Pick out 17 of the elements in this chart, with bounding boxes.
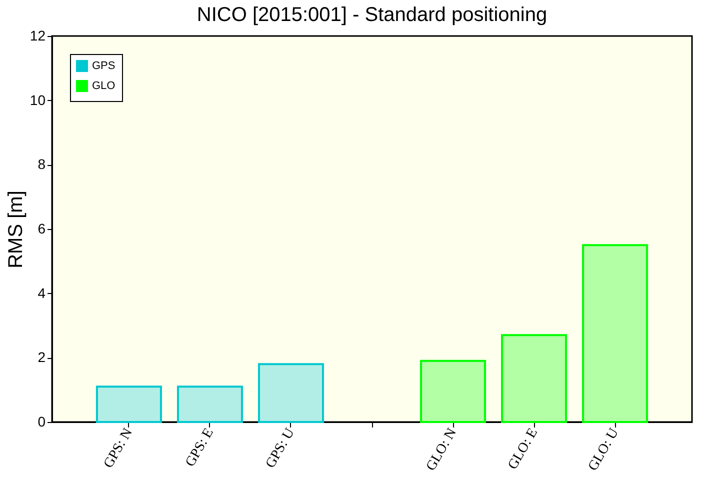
y-tick-label: 0 [38,414,46,430]
bar [420,360,486,423]
y-tick-label: 8 [38,156,46,172]
y-tick-label: 2 [38,349,46,366]
legend-label: GLO [92,80,116,92]
chart-title: NICO [2015:001] - Standard positioning [196,4,548,26]
y-tick-label: 12 [30,28,46,44]
bar [582,244,648,423]
bar [96,386,162,423]
y-tick-label: 4 [38,284,46,301]
bar [501,334,568,423]
bar [176,386,243,423]
y-axis-title: RMS [m] [4,190,27,268]
y-tick-label: 10 [30,92,46,108]
y-tick-label: 6 [38,220,46,236]
bar [258,363,324,423]
legend-label: GPS [92,60,116,72]
